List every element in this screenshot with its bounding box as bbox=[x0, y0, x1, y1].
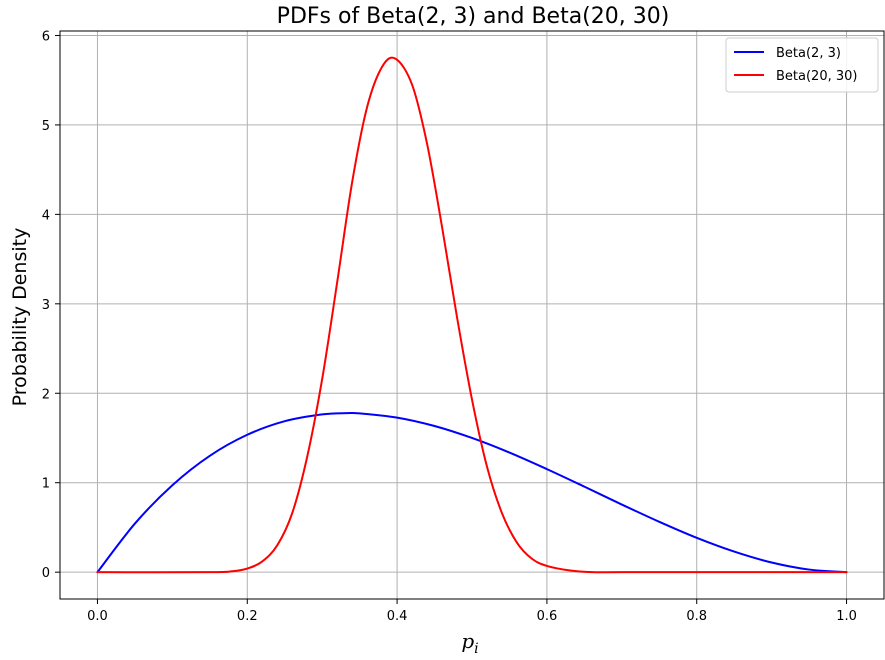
series-line-beta-20-30 bbox=[96, 56, 848, 574]
chart-title: PDFs of Beta(2, 3) and Beta(20, 30) bbox=[277, 4, 670, 29]
y-tick-label: 5 bbox=[42, 119, 50, 134]
y-tick-label: 3 bbox=[42, 298, 50, 313]
x-tick-label: 0.2 bbox=[237, 609, 258, 624]
y-tick-label: 1 bbox=[42, 477, 50, 492]
x-tick-label: 0.4 bbox=[387, 609, 408, 624]
y-tick-label: 6 bbox=[42, 29, 50, 44]
x-tick-label: 0.0 bbox=[87, 609, 108, 624]
y-tick-label: 2 bbox=[42, 387, 50, 402]
y-tick-label: 0 bbox=[42, 566, 50, 581]
y-axis-label: Probability Density bbox=[9, 228, 31, 407]
x-axis-label: pi bbox=[461, 629, 478, 657]
x-tick-label: 0.6 bbox=[537, 609, 558, 624]
legend-label-beta-2-3: Beta(2, 3) bbox=[776, 46, 841, 61]
legend-label-beta-20-30: Beta(20, 30) bbox=[776, 69, 857, 84]
x-axis-label-subscript: i bbox=[474, 641, 478, 657]
x-tick-label: 0.8 bbox=[686, 609, 707, 624]
y-tick-label: 4 bbox=[42, 208, 50, 223]
legend: Beta(2, 3) Beta(20, 30) bbox=[725, 37, 879, 93]
series-line-beta-2-3 bbox=[96, 411, 848, 574]
x-axis-label-main: p bbox=[461, 629, 474, 653]
series-layer bbox=[96, 56, 848, 574]
x-tick-label: 1.0 bbox=[836, 609, 857, 624]
ticks: 0.0 0.2 0.4 0.6 0.8 1.0 0 1 2 3 4 5 6 bbox=[42, 29, 857, 624]
grid bbox=[60, 31, 884, 599]
axes-frame bbox=[59, 30, 885, 600]
